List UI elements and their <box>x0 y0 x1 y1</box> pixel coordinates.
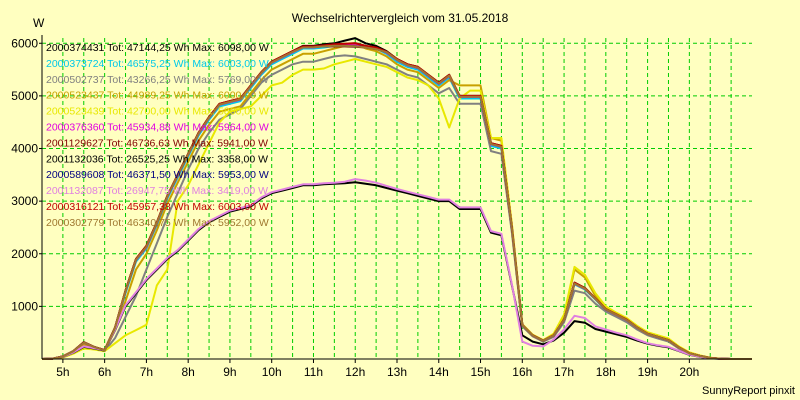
y-tick-label: 3000 <box>11 194 38 208</box>
y-tick-label: 6000 <box>11 36 38 50</box>
y-tick-label: 5000 <box>11 89 38 103</box>
y-tick-label: 4000 <box>11 142 38 156</box>
legend-entry: 2000316121 Tot: 45957,38 Wh Max: 6003,00… <box>46 201 269 213</box>
x-tick-label: 13h <box>387 365 407 379</box>
legend-entry: 2000523437 Tot: 44989,25 Wh Max: 6000,00… <box>46 90 269 102</box>
x-tick-label: 12h <box>345 365 365 379</box>
x-tick-label: 11h <box>304 365 323 379</box>
legend-entry: 2000502737 Tot: 43266,25 Wh Max: 5769,00… <box>46 74 269 86</box>
series-line <box>41 58 752 360</box>
x-tick-label: 15h <box>471 365 491 379</box>
legend-entry: 2001132087 Tot: 26947,75 Wh Max: 3419,00… <box>46 185 268 197</box>
legend-entry: 2000589608 Tot: 46371,50 Wh Max: 5953,00… <box>46 169 269 181</box>
series-layer <box>41 37 752 360</box>
legend-entry: 2000374431 Tot: 47144,25 Wh Max: 6098,00… <box>46 42 269 54</box>
legend-entry: 2000376360 Tot: 45934,88 Wh Max: 5964,00… <box>46 122 269 134</box>
y-tick-label: 2000 <box>11 247 38 261</box>
x-tick-label: 16h <box>512 365 532 379</box>
legend-entry: 2000302779 Tot: 46340,75 Wh Max: 5952,00… <box>46 217 269 229</box>
x-tick-label: 5h <box>56 365 69 379</box>
legend-entry: 2001129627 Tot: 46736,63 Wh Max: 5941,00… <box>46 137 268 149</box>
chart-title: Wechselrichtervergleich vom 31.05.2018 <box>291 11 509 25</box>
x-tick-label: 20h <box>679 365 699 379</box>
x-tick-label: 14h <box>429 365 449 379</box>
series-line <box>41 54 752 360</box>
x-tick-label: 17h <box>554 365 574 379</box>
x-tick-label: 7h <box>140 365 153 379</box>
series-line <box>41 44 752 360</box>
footer-credit: SunnyReport pinxit <box>702 385 795 397</box>
x-tick-label: 9h <box>223 365 236 379</box>
series-line <box>41 178 752 360</box>
y-tick-label: 1000 <box>11 299 38 313</box>
x-tick-label: 10h <box>262 365 282 379</box>
series-line <box>41 37 752 360</box>
x-tick-label: 18h <box>596 365 616 379</box>
y-axis-unit: W <box>33 16 45 30</box>
x-tick-label: 8h <box>181 365 194 379</box>
legend-layer: 2000374431 Tot: 47144,25 Wh Max: 6098,00… <box>46 42 269 229</box>
x-tick-label: 19h <box>638 365 658 379</box>
x-tick-label: 6h <box>98 365 111 379</box>
grid-layer <box>42 38 752 359</box>
tick-layer: 1000 2000 3000 4000 5000 6000 5h 6h 7h 8h 9h 10h 11h… <box>11 36 699 379</box>
legend-entry: 2000523439 Tot: 42700,00 Wh Max: 5800,00… <box>46 106 269 118</box>
legend-entry: 2000373724 Tot: 46575,25 Wh Max: 6003,00… <box>46 58 269 70</box>
legend-entry: 2001132036 Tot: 26525,25 Wh Max: 3358,00… <box>46 153 268 165</box>
